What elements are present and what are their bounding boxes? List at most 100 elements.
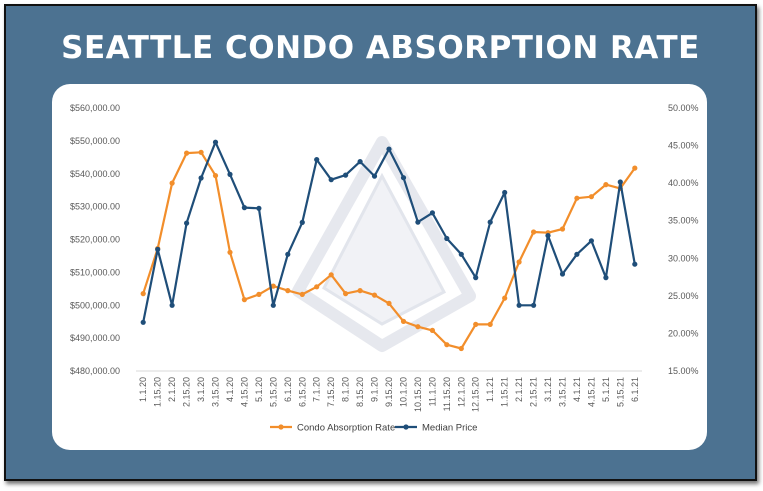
right-axis-tick-label: 15.00% xyxy=(668,366,699,376)
condo-absorption-rate-point xyxy=(386,300,392,306)
chart-card: $480,000.00 $490,000.00 $500,000.00 $510,00… xyxy=(52,84,707,450)
series-layer xyxy=(140,139,638,352)
condo-absorption-rate-point xyxy=(559,226,566,232)
median-price-point xyxy=(241,205,247,211)
x-axis-tick-label: 2.1.20 xyxy=(167,377,177,402)
median-price-point xyxy=(140,319,146,325)
median-price-point xyxy=(617,179,623,185)
right-axis-tick-label: 40.00% xyxy=(668,178,699,188)
median-price-point xyxy=(444,235,450,242)
left-axis-tick-label: $550,000.00 xyxy=(70,136,120,146)
x-axis-tick-label: 11.1.20 xyxy=(427,377,437,406)
left-axis-tick-label: $500,000.00 xyxy=(70,300,120,310)
condo-absorption-rate-point xyxy=(241,297,247,303)
x-axis-tick-label: 5.1.20 xyxy=(254,377,264,402)
median-price-point xyxy=(588,238,595,244)
x-axis-tick-label: 4.1.20 xyxy=(225,377,235,402)
condo-absorption-rate-point xyxy=(299,291,305,297)
median-price-point xyxy=(574,251,580,257)
right-axis-tick-label: 30.00% xyxy=(668,253,699,263)
left-axis-tick-label: $480,000.00 xyxy=(70,366,120,376)
median-price-point xyxy=(487,219,493,225)
condo-absorption-rate-point xyxy=(487,321,493,327)
x-axis-tick-label: 8.15.20 xyxy=(355,377,365,407)
x-axis-tick-label: 3.15.21 xyxy=(557,377,567,407)
median-price-point xyxy=(429,210,435,216)
condo-absorption-rate-point xyxy=(328,272,334,278)
x-axis-tick-label: 11.15.20 xyxy=(442,377,452,411)
x-axis-tick-label: 2.15.20 xyxy=(182,377,192,407)
x-axis-tick-label: 9.1.20 xyxy=(370,377,380,402)
median-price-point xyxy=(169,302,175,308)
median-price-point xyxy=(458,251,464,257)
median-price-point xyxy=(343,172,349,178)
median-price-legend-marker xyxy=(403,424,409,430)
median-price-point xyxy=(473,275,479,281)
condo-absorption-rate-point xyxy=(343,291,349,297)
condo-absorption-rate-point xyxy=(502,295,508,301)
median-price-point xyxy=(299,219,305,225)
x-axis-tick-label: 12.15.20 xyxy=(471,377,481,412)
condo-absorption-rate-point xyxy=(588,194,595,200)
right-axis-tick-label: 20.00% xyxy=(668,328,699,338)
right-axis: 15.00% 20.00% 25.00% 30.00% 35.00% 40.00% 45.0… xyxy=(668,103,699,376)
x-axis-tick-label: 5.15.20 xyxy=(268,377,278,407)
x-axis-tick-label: 1.15.20 xyxy=(153,377,163,407)
condo-absorption-rate-point xyxy=(270,283,276,289)
condo-absorption-rate-point xyxy=(429,327,435,333)
median-price-point xyxy=(386,146,392,152)
x-axis-tick-label: 7.15.20 xyxy=(326,377,336,407)
condo-absorption-rate-point xyxy=(516,259,522,265)
x-axis-tick-label: 6.1.21 xyxy=(630,377,640,402)
chart-legend: Condo Absorption Rate Median Price xyxy=(270,423,477,434)
condo-absorption-rate-point xyxy=(458,345,464,352)
median-price-point xyxy=(256,205,262,211)
median-price-point xyxy=(198,175,204,181)
condo-absorption-rate-point xyxy=(632,165,638,171)
condo-absorption-rate-point xyxy=(473,321,479,327)
condo-absorption-rate-point xyxy=(184,150,190,156)
left-axis: $480,000.00 $490,000.00 $500,000.00 $510,00… xyxy=(70,103,120,376)
median-price-point xyxy=(371,173,378,179)
condo-absorption-rate-point xyxy=(227,249,233,255)
x-axis-tick-label: 2.15.21 xyxy=(529,377,539,407)
x-axis-tick-label: 4.1.21 xyxy=(572,377,582,402)
median-price-point xyxy=(632,261,638,267)
right-axis-tick-label: 25.00% xyxy=(668,291,699,301)
condo-absorption-rate-point xyxy=(285,288,291,294)
condo-absorption-rate-point xyxy=(212,173,219,179)
x-axis-tick-label: 2.1.21 xyxy=(514,377,524,402)
median-price-point xyxy=(155,246,161,252)
median-price-point xyxy=(502,189,508,196)
slide-frame: SEATTLE CONDO ABSORPTION RATE $480,000.0… xyxy=(4,4,757,481)
median-price-point xyxy=(400,175,407,181)
median-price-point xyxy=(415,219,421,225)
x-axis-tick-label: 7.1.20 xyxy=(312,377,322,402)
x-axis-tick-label: 3.1.20 xyxy=(196,377,206,402)
x-axis-tick-label: 1.1.20 xyxy=(138,377,148,402)
condo-absorption-rate-point xyxy=(198,149,204,155)
median-price-point xyxy=(559,271,566,277)
condo-absorption-rate-legend-marker xyxy=(278,424,284,430)
left-axis-tick-label: $560,000.00 xyxy=(70,103,120,113)
median-price-point xyxy=(516,302,522,308)
condo-absorption-rate-legend-label: Condo Absorption Rate xyxy=(297,423,395,434)
condo-absorption-rate-point xyxy=(603,182,609,188)
condo-absorption-rate-point xyxy=(256,291,262,297)
line-chart: $480,000.00 $490,000.00 $500,000.00 $510,00… xyxy=(70,103,699,434)
condo-absorption-rate-point xyxy=(444,342,450,348)
x-axis-tick-label: 3.1.21 xyxy=(543,377,553,402)
right-axis-tick-label: 35.00% xyxy=(668,216,699,226)
median-price-point xyxy=(545,233,551,239)
condo-absorption-rate-point xyxy=(169,180,175,186)
right-axis-tick-label: 50.00% xyxy=(668,103,699,113)
median-price-point xyxy=(531,302,537,308)
condo-absorption-rate-point xyxy=(415,324,421,330)
median-price-point xyxy=(314,157,320,163)
x-axis-tick-label: 5.15.21 xyxy=(615,377,625,407)
x-axis-tick-label: 9.15.20 xyxy=(384,377,394,407)
x-axis-tick-label: 1.15.21 xyxy=(500,377,510,407)
condo-absorption-rate-point xyxy=(140,291,146,297)
left-axis-tick-label: $540,000.00 xyxy=(70,169,120,179)
median-price-point xyxy=(270,302,276,308)
